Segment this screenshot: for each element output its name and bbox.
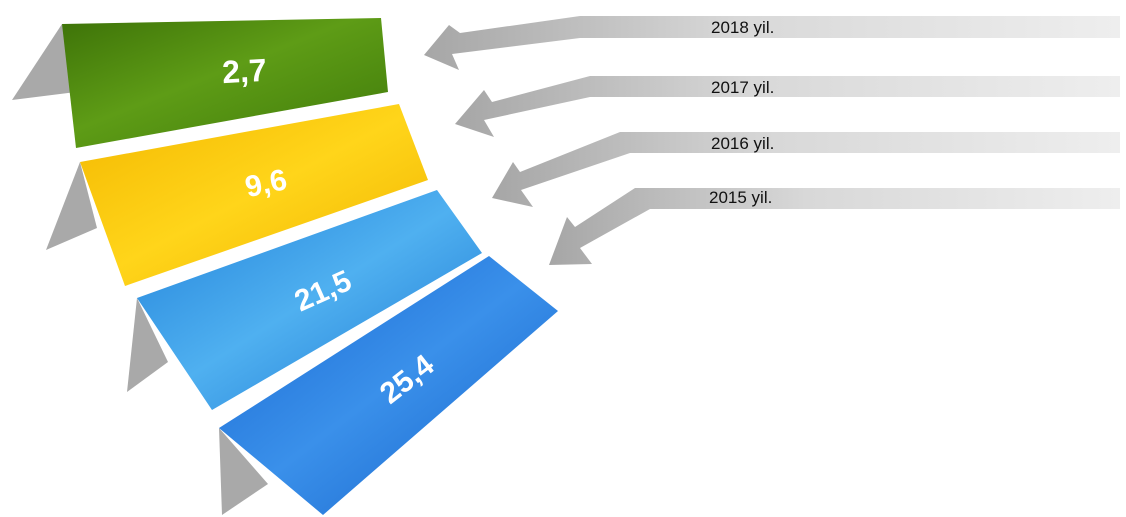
step-2017-shadow: [46, 162, 97, 250]
arrow-2018-label: 2018 yil.: [711, 18, 774, 37]
step-2015-band: [219, 256, 558, 515]
step-2016-shadow: [127, 298, 168, 392]
step-2018: 2,7: [12, 18, 388, 148]
arrow-2017: 2017 yil.: [455, 76, 1120, 137]
arrow-2016-label: 2016 yil.: [711, 134, 774, 153]
step-2017: 9,6: [46, 104, 428, 286]
step-2018-band: [62, 18, 388, 148]
arrow-2018-shape: [424, 16, 1120, 70]
arrow-2018: 2018 yil.: [424, 16, 1120, 70]
arrow-2016-shape: [492, 132, 1120, 207]
step-2016-band: [137, 190, 482, 410]
arrow-2015-shape: [549, 188, 1120, 265]
arrow-2015-label: 2015 yil.: [709, 188, 772, 207]
step-2015-shadow: [219, 428, 268, 515]
step-2015: 25,4: [219, 256, 558, 515]
arrow-2016: 2016 yil.: [492, 132, 1120, 207]
arrow-2017-shape: [455, 76, 1120, 137]
step-2018-value: 2,7: [221, 52, 267, 90]
step-2018-shadow: [12, 24, 76, 100]
step-2016: 21,5: [127, 190, 482, 410]
step-2017-band: [80, 104, 428, 286]
arrow-2015: 2015 yil.: [549, 188, 1120, 265]
arrow-2017-label: 2017 yil.: [711, 78, 774, 97]
